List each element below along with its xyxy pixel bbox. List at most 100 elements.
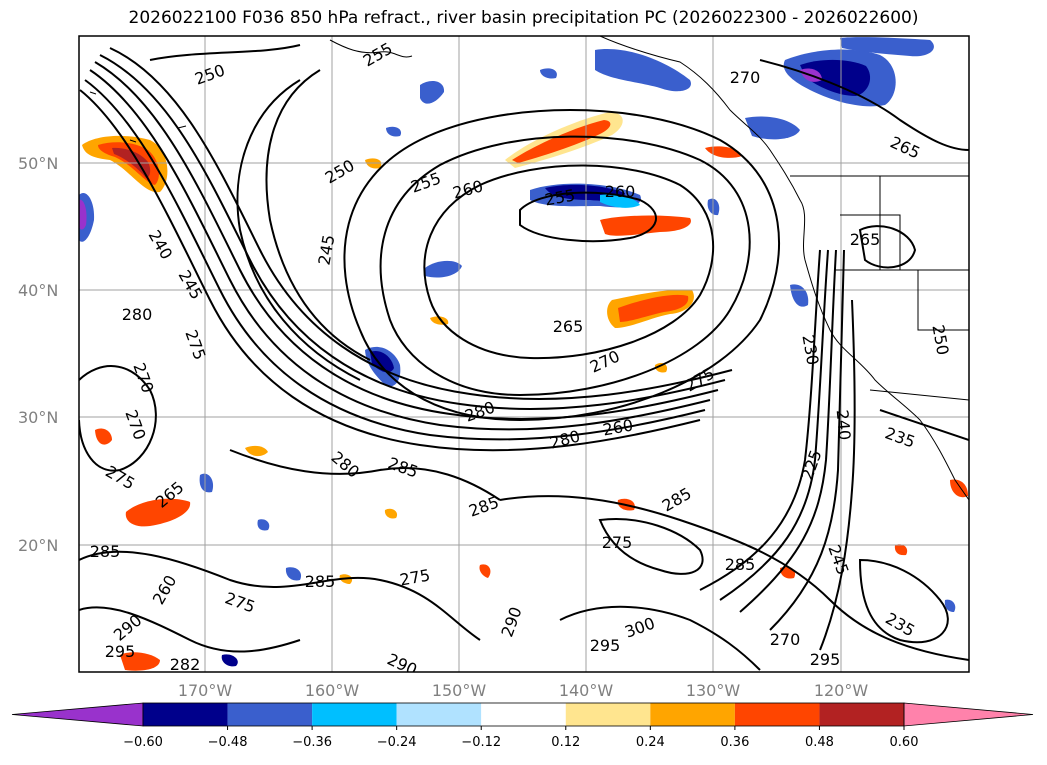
north-american-coastline — [599, 36, 969, 501]
map-title: 2026022100 F036 850 hPa refract., river … — [128, 8, 919, 28]
colorbar-tick-label: −0.60 — [123, 735, 163, 750]
contour-line — [236, 79, 361, 381]
contour-line — [79, 550, 481, 641]
contour-label: 265 — [850, 230, 881, 249]
contour-label: 270 — [730, 68, 761, 87]
negative-anomaly-patch — [386, 126, 402, 137]
contour-label: 280 — [122, 305, 153, 324]
colorbar-tick-label: 0.36 — [720, 735, 749, 750]
negative-anomaly-patch — [425, 260, 462, 278]
negative-anomaly-patch — [840, 37, 934, 57]
colorbar-extend-max — [903, 702, 1034, 727]
contour-line — [379, 135, 751, 397]
colorbar: −0.60 −0.48 −0.36 −0.24 −0.12 0.12 0.24 0.36 0.4… — [11, 702, 1034, 750]
contour-label: 295 — [105, 642, 136, 661]
colorbar-segment — [819, 703, 904, 726]
negative-anomaly-patch — [595, 49, 691, 92]
contour-line — [99, 54, 726, 410]
contour-label: 295 — [810, 650, 841, 669]
negative-anomaly-patch — [600, 194, 640, 208]
state-border — [917, 270, 969, 331]
colorbar-tick-label: 0.24 — [636, 735, 665, 750]
colorbar-tick-label: −0.48 — [208, 735, 248, 750]
lon-label: 170°W — [178, 681, 233, 700]
colorbar-tick-label: −0.24 — [377, 735, 417, 750]
positive-anomaly-patch — [384, 508, 398, 519]
colorbar-tick-label: 0.60 — [890, 735, 919, 750]
longitude-labels: 170°W 160°W 150°W 140°W 130°W 120°W — [178, 681, 869, 700]
colorbar-tick-label: 0.12 — [551, 735, 580, 750]
contour-line — [858, 225, 917, 269]
colorbar-segment — [734, 703, 820, 726]
colorbar-segment — [227, 703, 313, 726]
positive-anomaly-patch — [600, 215, 691, 236]
contour-label: 285 — [725, 555, 756, 574]
us-mexico-border — [869, 389, 969, 401]
positive-anomaly-patch — [479, 564, 491, 578]
lon-label: 150°W — [432, 681, 487, 700]
contour-line — [759, 59, 969, 151]
contour-label: 265 — [553, 317, 584, 336]
negative-anomaly-patch — [285, 567, 302, 581]
contour-line — [79, 89, 701, 452]
coastlines — [89, 36, 969, 501]
lat-label: 30°N — [18, 408, 58, 427]
colorbar-extend-min — [11, 702, 144, 727]
contour-line — [879, 409, 969, 441]
contour-line — [499, 495, 969, 661]
map-border — [78, 35, 970, 673]
contour-label: 240 — [833, 409, 855, 441]
contour-line — [229, 449, 501, 501]
contour-line — [79, 606, 301, 653]
contour-label: 295 — [590, 636, 621, 655]
contour-label: 282 — [170, 655, 201, 674]
contour-line — [343, 109, 780, 422]
negative-anomaly-patch — [800, 59, 871, 96]
contour-line — [423, 164, 715, 360]
lat-label: 20°N — [18, 536, 58, 555]
positive-anomaly-patch — [618, 294, 689, 322]
negative-anomaly-patch — [745, 116, 800, 140]
colorbar-segment — [312, 703, 397, 726]
positive-anomaly-patch — [120, 652, 160, 671]
lon-label: 120°W — [814, 681, 869, 700]
islands — [89, 91, 187, 143]
contour-label: 275 — [602, 533, 633, 552]
contour-line — [94, 61, 719, 420]
contour-line — [79, 365, 157, 472]
colorbar-segment — [396, 703, 482, 726]
colorbar-tick-label: −0.36 — [292, 735, 332, 750]
contour-line — [109, 47, 733, 400]
colorbar-segment — [481, 703, 566, 726]
negative-anomaly-patch — [257, 519, 270, 531]
contour-label: 285 — [90, 542, 121, 561]
colorbar-segment — [143, 703, 228, 726]
contour-line — [559, 605, 761, 671]
contour-label: 285 — [305, 572, 336, 591]
negative-anomaly-patch — [420, 80, 445, 104]
contour-line — [819, 299, 856, 651]
positive-anomaly-patch — [894, 544, 908, 556]
colorbar-segment — [650, 703, 735, 726]
colorbar-tick-label: −0.12 — [461, 735, 501, 750]
contour-line — [89, 69, 711, 431]
refractivity-contours — [79, 44, 969, 671]
colorbar-segment — [565, 703, 651, 726]
contour-line — [84, 79, 706, 441]
contour-line — [265, 69, 371, 361]
contour-line — [149, 44, 301, 61]
contour-line — [858, 558, 949, 644]
negative-anomaly-patch — [944, 599, 956, 612]
negative-anomaly-patch — [79, 199, 87, 230]
contour-line — [719, 249, 829, 601]
contour-line — [598, 518, 704, 575]
positive-anomaly-patch — [95, 428, 112, 445]
negative-anomaly-patch — [540, 68, 557, 79]
colorbar-tick-label: 0.48 — [805, 735, 834, 750]
alaska-coast — [329, 39, 413, 58]
lat-label: 40°N — [18, 281, 58, 300]
lat-label: 50°N — [18, 154, 58, 173]
positive-anomaly-patch — [125, 498, 191, 527]
colorbar-outline — [142, 702, 905, 727]
